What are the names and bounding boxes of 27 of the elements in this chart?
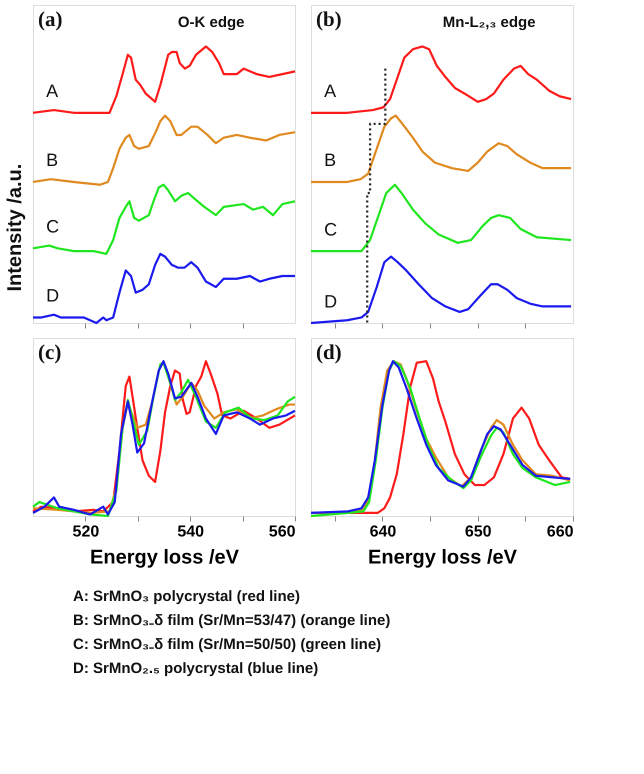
text: A: SrMnO₃ polycrystal (red line) [73,588,300,605]
x-axis-title: Energy loss /eV [90,546,240,568]
text: B: SrMnO₃₋δ film (Sr/Mn=53/47) (orange line) [73,612,390,629]
series-label: C [324,219,338,240]
x-tick-label: 560 [268,524,296,540]
text: D: SrMnO₂.₅ polycrystal (blue line) [73,660,318,677]
series-label: A [324,81,336,102]
x-tick-label: 520 [72,524,100,540]
chart-subtitle: O-K edge [178,14,245,31]
x-tick-label: 640 [370,524,396,540]
series-label: A [46,81,58,102]
series-label: D [324,291,338,312]
chart-title: (b) [316,7,342,31]
chart-title: (c) [38,340,62,364]
chart-subtitle: Mn-L₂,₃ edge [442,14,536,31]
x-tick-label: 660 [546,524,574,540]
text: C: SrMnO₃₋δ film (Sr/Mn=50/50) (green line) [73,636,382,653]
y-axis-title: Intensity /a.u. [4,164,26,292]
chart-title: (a) [38,7,62,31]
x-axis-title: Energy loss /eV [368,546,518,568]
series-label: D [46,286,60,306]
x-tick-label: 650 [464,524,492,540]
series-label: B [324,150,336,170]
chart-title: (d) [316,340,342,364]
x-tick-label: 540 [177,524,204,540]
series-label: C [46,216,60,237]
series-label: B [46,150,58,170]
